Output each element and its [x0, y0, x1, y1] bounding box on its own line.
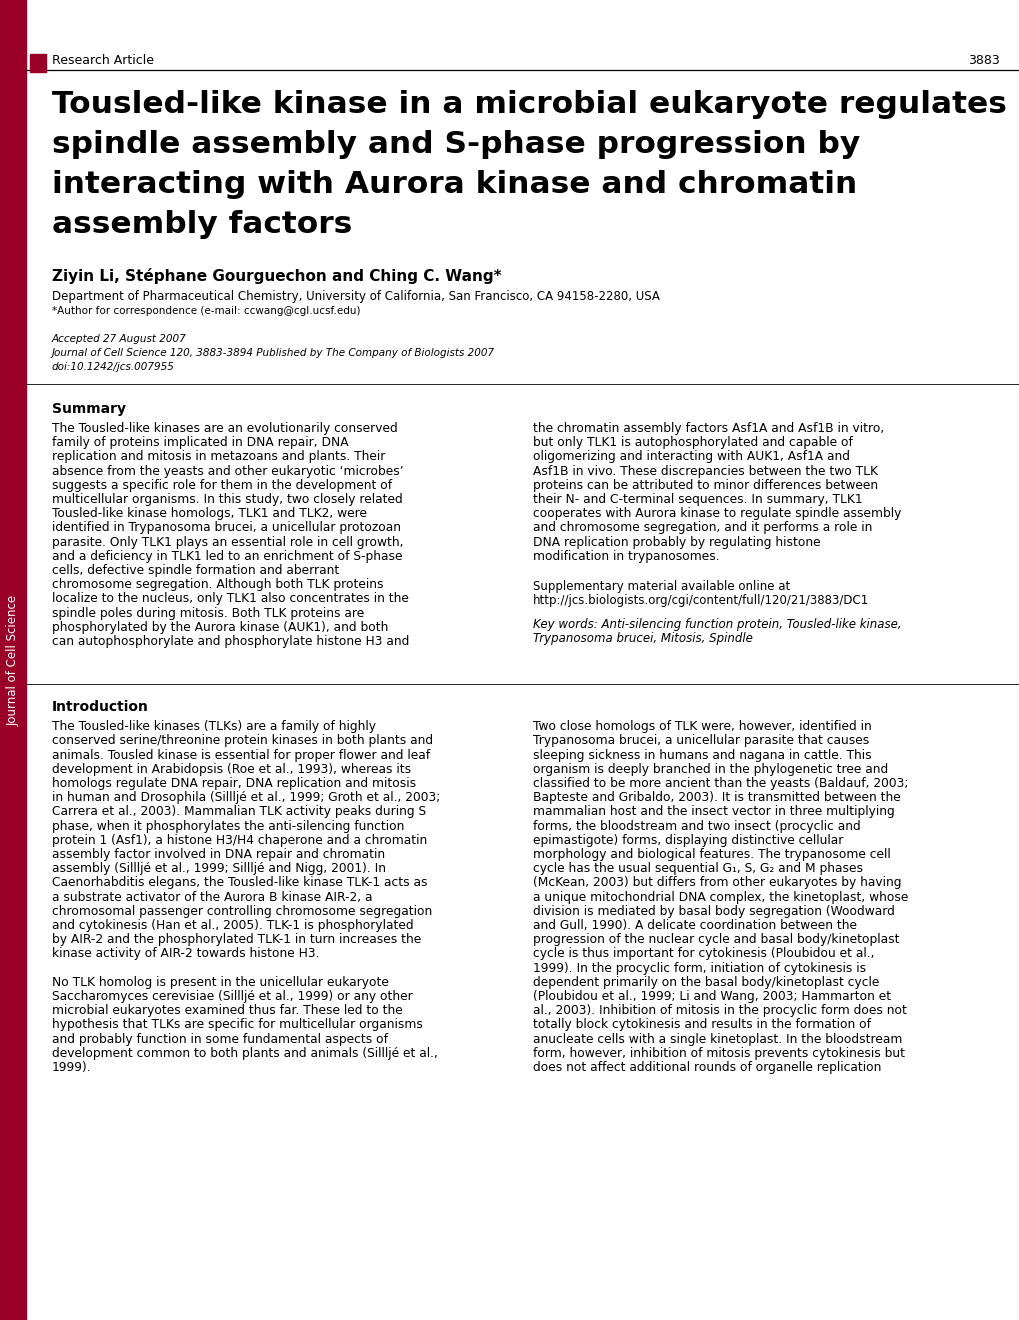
Text: and Gull, 1990). A delicate coordination between the: and Gull, 1990). A delicate coordination…	[533, 919, 856, 932]
Text: and a deficiency in TLK1 led to an enrichment of S-phase: and a deficiency in TLK1 led to an enric…	[52, 550, 403, 562]
Text: forms, the bloodstream and two insect (procyclic and: forms, the bloodstream and two insect (p…	[533, 820, 860, 833]
Text: anucleate cells with a single kinetoplast. In the bloodstream: anucleate cells with a single kinetoplas…	[533, 1032, 902, 1045]
Text: Journal of Cell Science: Journal of Cell Science	[6, 594, 19, 726]
Text: assembly factors: assembly factors	[52, 210, 352, 239]
Text: development in Arabidopsis (Roe et al., 1993), whereas its: development in Arabidopsis (Roe et al., …	[52, 763, 411, 776]
Text: Introduction: Introduction	[52, 700, 149, 714]
Text: The Tousled-like kinases (TLKs) are a family of highly: The Tousled-like kinases (TLKs) are a fa…	[52, 721, 376, 733]
Text: a substrate activator of the Aurora B kinase AIR-2, a: a substrate activator of the Aurora B ki…	[52, 891, 372, 904]
Text: epimastigote) forms, displaying distinctive cellular: epimastigote) forms, displaying distinct…	[533, 834, 843, 847]
Text: kinase activity of AIR-2 towards histone H3.: kinase activity of AIR-2 towards histone…	[52, 948, 319, 961]
Text: spindle assembly and S-phase progression by: spindle assembly and S-phase progression…	[52, 129, 859, 158]
Text: microbial eukaryotes examined thus far. These led to the: microbial eukaryotes examined thus far. …	[52, 1005, 403, 1018]
Text: phosphorylated by the Aurora kinase (AUK1), and both: phosphorylated by the Aurora kinase (AUK…	[52, 620, 388, 634]
Text: cooperates with Aurora kinase to regulate spindle assembly: cooperates with Aurora kinase to regulat…	[533, 507, 901, 520]
Text: hypothesis that TLKs are specific for multicellular organisms: hypothesis that TLKs are specific for mu…	[52, 1019, 423, 1031]
Text: Trypanosoma brucei, Mitosis, Spindle: Trypanosoma brucei, Mitosis, Spindle	[533, 632, 752, 645]
Text: Asf1B in vivo. These discrepancies between the two TLK: Asf1B in vivo. These discrepancies betwe…	[533, 465, 877, 478]
Text: suggests a specific role for them in the development of: suggests a specific role for them in the…	[52, 479, 391, 492]
Text: cycle is thus important for cytokinesis (Ploubidou et al.,: cycle is thus important for cytokinesis …	[533, 948, 873, 961]
Text: division is mediated by basal body segregation (Woodward: division is mediated by basal body segre…	[533, 904, 894, 917]
Text: No TLK homolog is present in the unicellular eukaryote: No TLK homolog is present in the unicell…	[52, 975, 388, 989]
Text: Accepted 27 August 2007: Accepted 27 August 2007	[52, 334, 186, 345]
Text: cells, defective spindle formation and aberrant: cells, defective spindle formation and a…	[52, 564, 339, 577]
Text: Key words: Anti-silencing function protein, Tousled-like kinase,: Key words: Anti-silencing function prote…	[533, 618, 901, 631]
Text: dependent primarily on the basal body/kinetoplast cycle: dependent primarily on the basal body/ki…	[533, 975, 878, 989]
Text: and probably function in some fundamental aspects of: and probably function in some fundamenta…	[52, 1032, 387, 1045]
Text: Ziyin Li, Stéphane Gourguechon and Ching C. Wang*: Ziyin Li, Stéphane Gourguechon and Ching…	[52, 268, 501, 284]
Text: absence from the yeasts and other eukaryotic ‘microbes’: absence from the yeasts and other eukary…	[52, 465, 404, 478]
Text: parasite. Only TLK1 plays an essential role in cell growth,: parasite. Only TLK1 plays an essential r…	[52, 536, 404, 549]
Text: Tousled-like kinase homologs, TLK1 and TLK2, were: Tousled-like kinase homologs, TLK1 and T…	[52, 507, 367, 520]
Text: and chromosome segregation, and it performs a role in: and chromosome segregation, and it perfo…	[533, 521, 871, 535]
Text: animals. Tousled kinase is essential for proper flower and leaf: animals. Tousled kinase is essential for…	[52, 748, 430, 762]
Text: identified in Trypanosoma brucei, a unicellular protozoan: identified in Trypanosoma brucei, a unic…	[52, 521, 400, 535]
Text: replication and mitosis in metazoans and plants. Their: replication and mitosis in metazoans and…	[52, 450, 385, 463]
Text: in human and Drosophila (Sillljé et al., 1999; Groth et al., 2003;: in human and Drosophila (Sillljé et al.,…	[52, 791, 440, 804]
Text: chromosomal passenger controlling chromosome segregation: chromosomal passenger controlling chromo…	[52, 904, 432, 917]
Text: assembly (Sillljé et al., 1999; Sillljé and Nigg, 2001). In: assembly (Sillljé et al., 1999; Sillljé …	[52, 862, 385, 875]
Text: their N- and C-terminal sequences. In summary, TLK1: their N- and C-terminal sequences. In su…	[533, 492, 862, 506]
Text: Bapteste and Gribaldo, 2003). It is transmitted between the: Bapteste and Gribaldo, 2003). It is tran…	[533, 791, 900, 804]
Text: morphology and biological features. The trypanosome cell: morphology and biological features. The …	[533, 847, 890, 861]
Text: sleeping sickness in humans and nagana in cattle. This: sleeping sickness in humans and nagana i…	[533, 748, 871, 762]
Text: http://jcs.biologists.org/cgi/content/full/120/21/3883/DC1: http://jcs.biologists.org/cgi/content/fu…	[533, 594, 868, 607]
Text: development common to both plants and animals (Sillljé et al.,: development common to both plants and an…	[52, 1047, 437, 1060]
Text: Summary: Summary	[52, 403, 126, 416]
Text: modification in trypanosomes.: modification in trypanosomes.	[533, 550, 719, 562]
Text: phase, when it phosphorylates the anti-silencing function: phase, when it phosphorylates the anti-s…	[52, 820, 404, 833]
Text: and cytokinesis (Han et al., 2005). TLK-1 is phosphorylated: and cytokinesis (Han et al., 2005). TLK-…	[52, 919, 414, 932]
Text: mammalian host and the insect vector in three multiplying: mammalian host and the insect vector in …	[533, 805, 894, 818]
Text: localize to the nucleus, only TLK1 also concentrates in the: localize to the nucleus, only TLK1 also …	[52, 593, 409, 606]
Text: 3883: 3883	[967, 54, 999, 67]
Text: does not affect additional rounds of organelle replication: does not affect additional rounds of org…	[533, 1061, 880, 1074]
Text: Saccharomyces cerevisiae (Sillljé et al., 1999) or any other: Saccharomyces cerevisiae (Sillljé et al.…	[52, 990, 413, 1003]
Bar	[0, 0, 25, 1320]
Text: totally block cytokinesis and results in the formation of: totally block cytokinesis and results in…	[533, 1019, 870, 1031]
Text: interacting with Aurora kinase and chromatin: interacting with Aurora kinase and chrom…	[52, 170, 856, 199]
Text: multicellular organisms. In this study, two closely related: multicellular organisms. In this study, …	[52, 492, 403, 506]
Text: the chromatin assembly factors Asf1A and Asf1B in vitro,: the chromatin assembly factors Asf1A and…	[533, 422, 883, 436]
Text: by AIR-2 and the phosphorylated TLK-1 in turn increases the: by AIR-2 and the phosphorylated TLK-1 in…	[52, 933, 421, 946]
Text: but only TLK1 is autophosphorylated and capable of: but only TLK1 is autophosphorylated and …	[533, 436, 852, 449]
Text: Supplementary material available online at: Supplementary material available online …	[533, 579, 790, 593]
Text: protein 1 (Asf1), a histone H3/H4 chaperone and a chromatin: protein 1 (Asf1), a histone H3/H4 chaper…	[52, 834, 427, 847]
Text: doi:10.1242/jcs.007955: doi:10.1242/jcs.007955	[52, 362, 174, 372]
Text: (Ploubidou et al., 1999; Li and Wang, 2003; Hammarton et: (Ploubidou et al., 1999; Li and Wang, 20…	[533, 990, 891, 1003]
Text: homologs regulate DNA repair, DNA replication and mitosis: homologs regulate DNA repair, DNA replic…	[52, 777, 416, 789]
Text: conserved serine/threonine protein kinases in both plants and: conserved serine/threonine protein kinas…	[52, 734, 433, 747]
Text: DNA replication probably by regulating histone: DNA replication probably by regulating h…	[533, 536, 820, 549]
Text: proteins can be attributed to minor differences between: proteins can be attributed to minor diff…	[533, 479, 877, 492]
Text: chromosome segregation. Although both TLK proteins: chromosome segregation. Although both TL…	[52, 578, 383, 591]
Text: can autophosphorylate and phosphorylate histone H3 and: can autophosphorylate and phosphorylate …	[52, 635, 409, 648]
Text: oligomerizing and interacting with AUK1, Asf1A and: oligomerizing and interacting with AUK1,…	[533, 450, 849, 463]
Text: 1999).: 1999).	[52, 1061, 92, 1074]
Text: Journal of Cell Science 120, 3883-3894 Published by The Company of Biologists 20: Journal of Cell Science 120, 3883-3894 P…	[52, 348, 494, 358]
Text: Two close homologs of TLK were, however, identified in: Two close homologs of TLK were, however,…	[533, 721, 871, 733]
Text: The Tousled-like kinases are an evolutionarily conserved: The Tousled-like kinases are an evolutio…	[52, 422, 397, 436]
Text: (McKean, 2003) but differs from other eukaryotes by having: (McKean, 2003) but differs from other eu…	[533, 876, 901, 890]
Text: Tousled-like kinase in a microbial eukaryote regulates: Tousled-like kinase in a microbial eukar…	[52, 90, 1006, 119]
Text: organism is deeply branched in the phylogenetic tree and: organism is deeply branched in the phylo…	[533, 763, 888, 776]
Text: form, however, inhibition of mitosis prevents cytokinesis but: form, however, inhibition of mitosis pre…	[533, 1047, 904, 1060]
Text: Caenorhabditis elegans, the Tousled-like kinase TLK-1 acts as: Caenorhabditis elegans, the Tousled-like…	[52, 876, 427, 890]
Text: progression of the nuclear cycle and basal body/kinetoplast: progression of the nuclear cycle and bas…	[533, 933, 899, 946]
Text: al., 2003). Inhibition of mitosis in the procyclic form does not: al., 2003). Inhibition of mitosis in the…	[533, 1005, 906, 1018]
Bar	[30, 54, 46, 73]
Text: Carrera et al., 2003). Mammalian TLK activity peaks during S: Carrera et al., 2003). Mammalian TLK act…	[52, 805, 426, 818]
Text: Department of Pharmaceutical Chemistry, University of California, San Francisco,: Department of Pharmaceutical Chemistry, …	[52, 290, 659, 304]
Text: family of proteins implicated in DNA repair, DNA: family of proteins implicated in DNA rep…	[52, 436, 348, 449]
Text: Research Article: Research Article	[52, 54, 154, 67]
Text: *Author for correspondence (e-mail: ccwang@cgl.ucsf.edu): *Author for correspondence (e-mail: ccwa…	[52, 306, 360, 315]
Text: 1999). In the procyclic form, initiation of cytokinesis is: 1999). In the procyclic form, initiation…	[533, 961, 865, 974]
Text: spindle poles during mitosis. Both TLK proteins are: spindle poles during mitosis. Both TLK p…	[52, 607, 364, 619]
Text: assembly factor involved in DNA repair and chromatin: assembly factor involved in DNA repair a…	[52, 847, 385, 861]
Text: a unique mitochondrial DNA complex, the kinetoplast, whose: a unique mitochondrial DNA complex, the …	[533, 891, 908, 904]
Text: classified to be more ancient than the yeasts (Baldauf, 2003;: classified to be more ancient than the y…	[533, 777, 908, 789]
Text: cycle has the usual sequential G₁, S, G₂ and M phases: cycle has the usual sequential G₁, S, G₂…	[533, 862, 862, 875]
Text: Trypanosoma brucei, a unicellular parasite that causes: Trypanosoma brucei, a unicellular parasi…	[533, 734, 868, 747]
